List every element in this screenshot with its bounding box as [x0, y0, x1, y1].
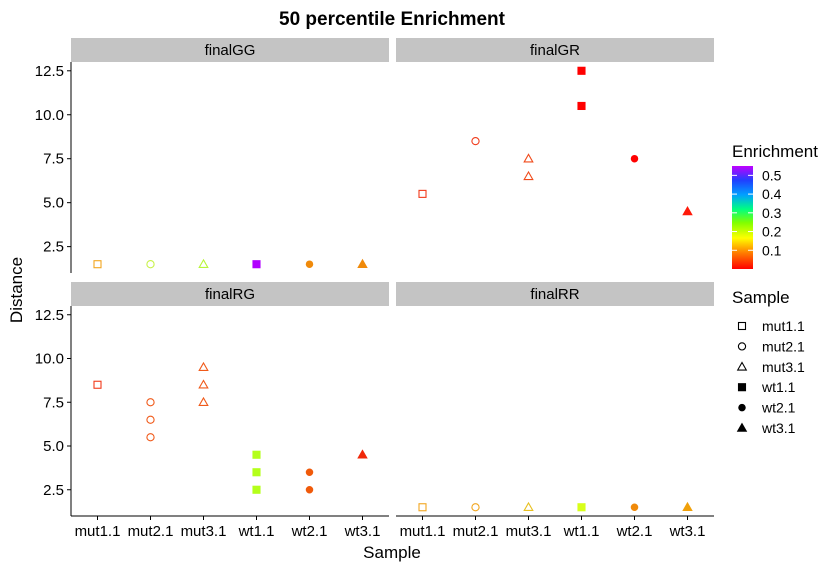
data-point	[305, 485, 314, 494]
shape-legend-item: wt1.1	[737, 379, 796, 395]
x-tick-label: wt2.1	[291, 523, 328, 540]
x-tick-label: wt1.1	[238, 523, 275, 540]
data-point	[305, 260, 314, 268]
shape-legend-key	[736, 422, 748, 432]
data-point	[471, 503, 480, 512]
data-point	[252, 260, 261, 269]
data-point	[146, 398, 155, 407]
data-point	[198, 361, 209, 372]
data-point	[252, 468, 261, 477]
facet-strip-label: finalGG	[205, 42, 256, 59]
y-axis-title: Distance	[7, 257, 26, 323]
shape-legend-label: mut2.1	[762, 338, 805, 354]
panel-finalGG: finalGG 2.5 5.0 7.5 10.0 12.5	[35, 38, 389, 273]
y-tick-label: 5.0	[43, 195, 64, 212]
shape-legend-key	[736, 361, 748, 371]
x-tick-label: wt3.1	[344, 523, 381, 540]
data-point	[577, 66, 586, 75]
data-point	[630, 503, 639, 511]
shape-legend-label: wt2.1	[761, 400, 796, 416]
x-tick-label: mut3.1	[506, 523, 552, 540]
colour-bar	[732, 166, 753, 269]
shape-legend-item: wt2.1	[738, 400, 796, 416]
facet-strip	[71, 38, 389, 62]
colour-legend-label: 0.1	[762, 242, 782, 258]
shape-legend-item: mut3.1	[736, 359, 805, 375]
x-tick-label: wt2.1	[616, 523, 653, 540]
shape-legend-key	[737, 342, 747, 351]
x-tick-label: mut2.1	[453, 523, 499, 540]
colour-legend-label: 0.3	[762, 205, 782, 221]
data-point	[418, 189, 427, 198]
data-point	[682, 501, 693, 512]
shape-legend-title: Sample	[732, 288, 790, 307]
data-point	[93, 260, 102, 269]
colour-legend-label: 0.2	[762, 224, 782, 240]
y-tick-label: 5.0	[43, 438, 64, 455]
colour-legend-label: 0.5	[762, 167, 782, 183]
shape-legend-item: wt3.1	[736, 420, 796, 436]
data-point	[577, 503, 586, 512]
y-tick-label: 2.5	[43, 239, 64, 256]
shape-legend-label: mut3.1	[762, 359, 805, 375]
data-point	[252, 450, 261, 459]
x-tick-label: wt3.1	[669, 523, 706, 540]
panel-finalGR: finalGR	[396, 38, 714, 216]
y-tick-label: 7.5	[43, 394, 64, 411]
facet-strip	[396, 38, 714, 62]
colour-legend-title: Enrichment	[732, 142, 818, 161]
facet-strip	[396, 282, 714, 306]
shape-legend-key	[738, 403, 746, 412]
x-tick-label: mut2.1	[128, 523, 174, 540]
y-tick-label: 7.5	[43, 151, 64, 168]
data-point	[471, 136, 480, 146]
panel-finalRG: finalRG 2.5 5.0 7.5 10.0 12.5 mut1.1 mut2.1 mut3…	[35, 282, 389, 540]
y-tick-label: 10.0	[35, 351, 64, 368]
shape-legend-label: mut1.1	[762, 318, 805, 334]
data-point	[523, 170, 534, 181]
x-tick-label: mut1.1	[400, 523, 446, 540]
data-point	[93, 380, 102, 389]
shape-legend-label: wt1.1	[761, 379, 796, 395]
x-tick-label: mut3.1	[181, 523, 227, 540]
data-point	[577, 101, 586, 111]
shape-legend-label: wt3.1	[761, 420, 796, 436]
y-tick-label: 10.0	[35, 107, 64, 124]
shape-legend-key	[737, 383, 747, 392]
data-point	[305, 468, 314, 476]
data-point	[198, 258, 209, 268]
data-point	[523, 501, 534, 512]
data-point	[682, 206, 693, 216]
data-point	[198, 396, 209, 407]
data-point	[146, 433, 155, 442]
shape-legend-item: mut1.1	[737, 318, 805, 334]
data-point	[630, 154, 639, 163]
facet-strip-label: finalRG	[205, 286, 255, 303]
facet-strip-label: finalGR	[530, 42, 580, 59]
data-point	[418, 503, 427, 512]
x-tick-label: wt1.1	[563, 523, 600, 540]
y-tick-label: 12.5	[35, 63, 64, 80]
data-point	[252, 485, 261, 494]
x-axis-title: Sample	[363, 543, 421, 562]
panel-finalRR: finalRR mut1.1 mut2.1 mut3.1 wt1.1 wt2.1 wt3.1	[396, 282, 714, 540]
shape-legend-item: mut2.1	[737, 338, 805, 354]
data-point	[146, 260, 155, 269]
chart-title: 50 percentile Enrichment	[279, 9, 506, 30]
legend: Enrichment 0.5 0.4 0.3 0.2 0.1 Sample mut1.1…	[732, 142, 818, 436]
y-tick-label: 2.5	[43, 482, 64, 499]
data-point	[357, 449, 368, 459]
data-point	[198, 379, 209, 389]
data-point	[146, 415, 155, 424]
x-tick-label: mut1.1	[75, 523, 121, 540]
shape-legend-key	[737, 321, 747, 331]
colour-legend-label: 0.4	[762, 186, 782, 202]
facet-strip-label: finalRR	[530, 286, 579, 303]
facet-strip	[71, 282, 389, 306]
y-tick-label: 12.5	[35, 307, 64, 324]
data-point	[357, 258, 368, 268]
data-point	[523, 153, 534, 163]
